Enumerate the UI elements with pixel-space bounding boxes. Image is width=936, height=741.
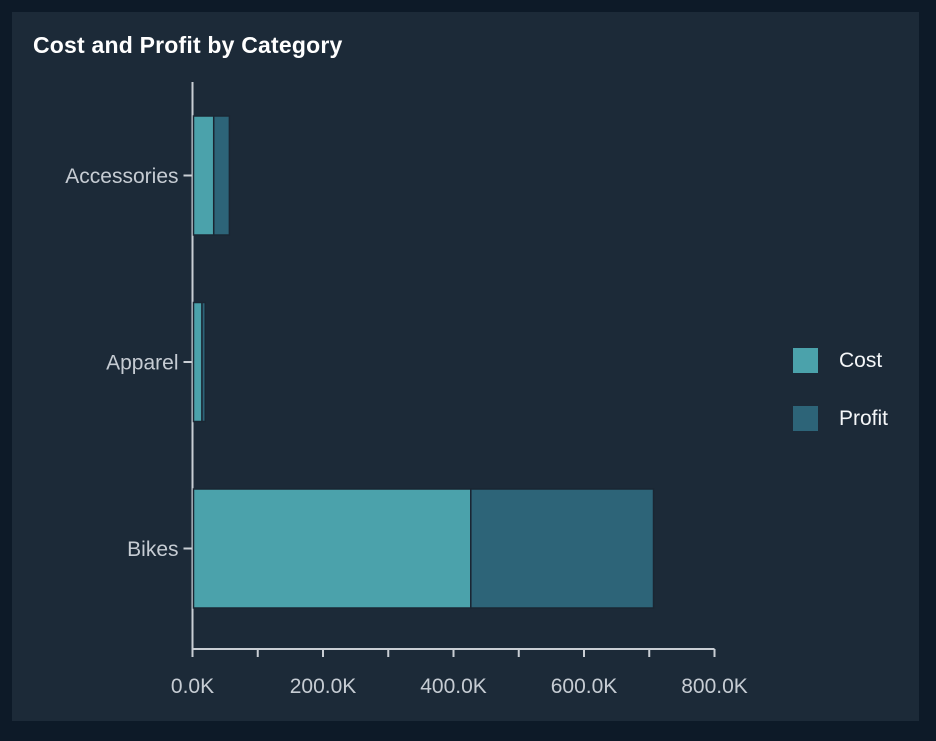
bar-segment-cost-bikes[interactable] — [192, 488, 472, 609]
x-axis-tick-label: 600.0K — [551, 675, 618, 698]
x-axis-tick-label: 800.0K — [681, 675, 748, 698]
x-axis-tick-label: 200.0K — [290, 675, 357, 698]
legend-item-profit[interactable]: Profit — [793, 406, 888, 431]
bar-segment-profit-apparel[interactable] — [201, 301, 206, 423]
legend-item-cost[interactable]: Cost — [793, 348, 888, 373]
legend-label: Profit — [839, 407, 889, 430]
legend: Cost Profit — [793, 348, 888, 431]
x-axis-tick-label: 400.0K — [420, 675, 487, 698]
bar-chart-plot-area: 0.0K 200.0K 400.0K 600.0K 800.0K Accessories A… — [65, 82, 748, 698]
x-axis-tick-label: 0.0K — [171, 675, 214, 698]
legend-swatch-cost-icon — [793, 348, 818, 373]
legend-swatch-profit-icon — [793, 406, 818, 431]
category-label-apparel: Apparel — [106, 351, 178, 374]
chart-card: Cost and Profit by Category 0.0K 200.0K 40… — [12, 12, 919, 721]
category-label-bikes: Bikes — [127, 538, 178, 561]
chart-title: Cost and Profit by Category — [33, 32, 343, 58]
bar-segment-profit-bikes[interactable] — [470, 488, 655, 609]
legend-label: Cost — [839, 349, 883, 372]
category-label-accessories: Accessories — [65, 165, 178, 188]
bar-segment-cost-apparel[interactable] — [192, 301, 203, 423]
bar-segment-cost-accessories[interactable] — [192, 115, 215, 236]
bar-segment-profit-accessories[interactable] — [212, 115, 231, 236]
